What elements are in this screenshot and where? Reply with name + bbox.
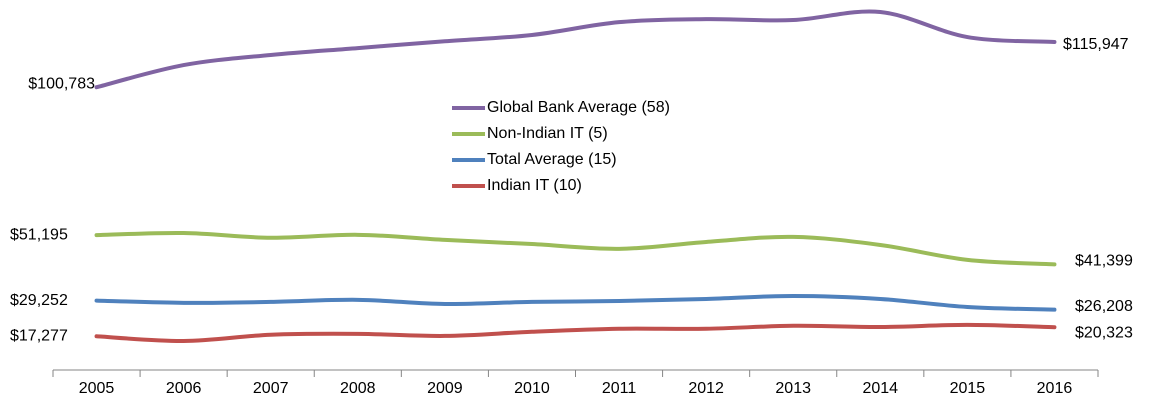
x-tick-label: 2007: [253, 380, 289, 397]
value-label: $26,208: [1075, 298, 1133, 315]
series-line: [94, 293, 1057, 312]
x-tick-label: 2012: [688, 380, 724, 397]
value-label: $41,399: [1075, 253, 1133, 270]
x-tick-label: 2014: [862, 380, 898, 397]
series-line: [94, 9, 1057, 90]
value-label: $29,252: [10, 292, 68, 309]
x-tick-label: 2006: [166, 380, 202, 397]
x-tick-label: 2009: [427, 380, 463, 397]
x-tick-label: 2010: [514, 380, 550, 397]
value-label: $20,323: [1075, 324, 1133, 341]
series-line: [94, 230, 1057, 267]
legend-label: Non-Indian IT (5): [487, 125, 608, 142]
value-label: $51,195: [10, 226, 68, 243]
value-label: $100,783: [28, 75, 95, 92]
value-label: $115,947: [1063, 36, 1129, 53]
x-tick-label: 2016: [1037, 380, 1073, 397]
x-tick-label: 2005: [79, 380, 115, 397]
legend-label: Total Average (15): [487, 151, 617, 168]
value-label: $17,277: [10, 328, 68, 345]
x-tick-label: 2015: [950, 380, 986, 397]
legend-label: Global Bank Average (58): [487, 99, 670, 116]
legend-label: Indian IT (10): [487, 177, 582, 194]
x-tick-label: 2008: [340, 380, 376, 397]
x-tick-label: 2011: [602, 380, 637, 397]
x-tick-label: 2013: [775, 380, 811, 397]
series-line: [94, 322, 1057, 344]
